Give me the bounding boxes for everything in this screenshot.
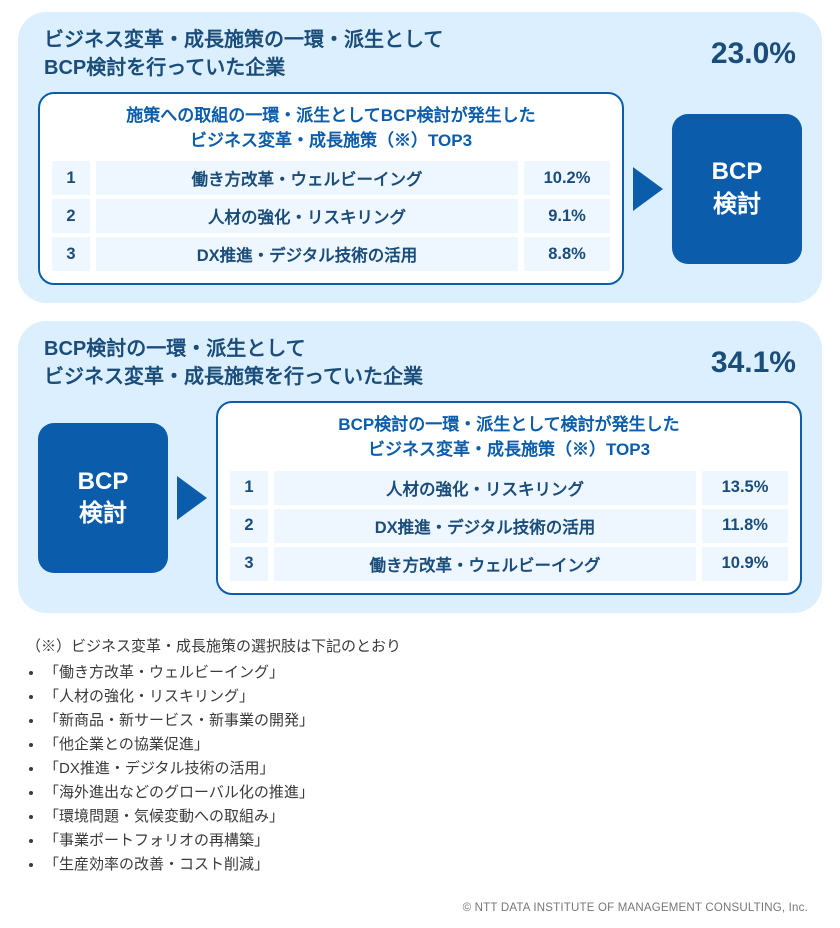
list-item: 「環境問題・気候変動への取組み」	[44, 805, 814, 829]
rank-number: 2	[230, 509, 268, 543]
panel2-caption-line1: BCP検討の一環・派生として検討が発生した	[338, 415, 679, 434]
table-row: 1 人材の強化・リスキリング 13.5%	[230, 471, 788, 505]
panel1-body: 施策への取組の一環・派生としてBCP検討が発生した ビジネス変革・成長施策（※）…	[38, 92, 802, 285]
rank-label: 働き方改革・ウェルビーイング	[274, 547, 696, 581]
arrow-right-icon	[628, 165, 668, 213]
panel-bcp-to-biz: BCP検討の一環・派生として ビジネス変革・成長施策を行っていた企業 34.1%…	[18, 321, 822, 612]
panel2-caption: BCP検討の一環・派生として検討が発生した ビジネス変革・成長施策（※）TOP3	[230, 413, 788, 462]
rank-number: 3	[230, 547, 268, 581]
rank-number: 3	[52, 237, 90, 271]
table-row: 2 DX推進・デジタル技術の活用 11.8%	[230, 509, 788, 543]
arrow-right-icon	[172, 474, 212, 522]
table-row: 3 DX推進・デジタル技術の活用 8.8%	[52, 237, 610, 271]
panel2-body: BCP 検討 BCP検討の一環・派生として検討が発生した ビジネス変革・成長施策…	[38, 401, 802, 594]
panel2-table: BCP検討の一環・派生として検討が発生した ビジネス変革・成長施策（※）TOP3…	[216, 401, 802, 594]
rank-label: 働き方改革・ウェルビーイング	[96, 161, 518, 195]
panel1-title-line1: ビジネス変革・成長施策の一環・派生として	[44, 29, 443, 51]
list-item: 「人材の強化・リスキリング」	[44, 685, 814, 709]
rank-label: 人材の強化・リスキリング	[96, 199, 518, 233]
panel1-caption: 施策への取組の一環・派生としてBCP検討が発生した ビジネス変革・成長施策（※）…	[52, 104, 610, 153]
panel1-title-line2: BCP検討を行っていた企業	[44, 57, 285, 79]
rank-label: DX推進・デジタル技術の活用	[274, 509, 696, 543]
panel1-header: ビジネス変革・成長施策の一環・派生として BCP検討を行っていた企業 23.0%	[38, 26, 802, 82]
rank-pct: 11.8%	[702, 509, 788, 543]
rank-label: DX推進・デジタル技術の活用	[96, 237, 518, 271]
bcp-line1: BCP	[712, 156, 763, 188]
table-row: 3 働き方改革・ウェルビーイング 10.9%	[230, 547, 788, 581]
list-item: 「働き方改革・ウェルビーイング」	[44, 661, 814, 685]
rank-pct: 9.1%	[524, 199, 610, 233]
list-item: 「他企業との協業促進」	[44, 733, 814, 757]
list-item: 「新商品・新サービス・新事業の開発」	[44, 709, 814, 733]
panel1-percent: 23.0%	[711, 37, 796, 71]
rank-pct: 8.8%	[524, 237, 610, 271]
footnote-block: （※）ビジネス変革・成長施策の選択肢は下記のとおり 「働き方改革・ウェルビーイン…	[18, 631, 822, 877]
panel1-title: ビジネス変革・成長施策の一環・派生として BCP検討を行っていた企業	[44, 26, 443, 82]
rank-pct: 10.9%	[702, 547, 788, 581]
panel2-percent: 34.1%	[711, 346, 796, 380]
panel2-title: BCP検討の一環・派生として ビジネス変革・成長施策を行っていた企業	[44, 335, 423, 391]
panel2-title-line1: BCP検討の一環・派生として	[44, 338, 306, 360]
rank-label: 人材の強化・リスキリング	[274, 471, 696, 505]
list-item: 「生産効率の改善・コスト削減」	[44, 853, 814, 877]
bcp-box: BCP 検討	[672, 114, 802, 264]
panel2-caption-line2: ビジネス変革・成長施策（※）TOP3	[368, 440, 650, 459]
rank-number: 1	[52, 161, 90, 195]
footnote-list: 「働き方改革・ウェルビーイング」 「人材の強化・リスキリング」 「新商品・新サー…	[26, 661, 814, 877]
rank-number: 2	[52, 199, 90, 233]
table-row: 1 働き方改革・ウェルビーイング 10.2%	[52, 161, 610, 195]
rank-number: 1	[230, 471, 268, 505]
list-item: 「DX推進・デジタル技術の活用」	[44, 757, 814, 781]
panel1-table: 施策への取組の一環・派生としてBCP検討が発生した ビジネス変革・成長施策（※）…	[38, 92, 624, 285]
bcp-box: BCP 検討	[38, 423, 168, 573]
list-item: 「海外進出などのグローバル化の推進」	[44, 781, 814, 805]
bcp-line1: BCP	[78, 466, 129, 498]
rank-pct: 13.5%	[702, 471, 788, 505]
panel2-title-line2: ビジネス変革・成長施策を行っていた企業	[44, 366, 423, 388]
footnote-lead: （※）ビジネス変革・成長施策の選択肢は下記のとおり	[26, 635, 814, 659]
panel2-header: BCP検討の一環・派生として ビジネス変革・成長施策を行っていた企業 34.1%	[38, 335, 802, 391]
panel1-caption-line2: ビジネス変革・成長施策（※）TOP3	[190, 131, 472, 150]
copyright-text: © NTT DATA INSTITUTE OF MANAGEMENT CONSU…	[463, 902, 808, 914]
panel1-caption-line1: 施策への取組の一環・派生としてBCP検討が発生した	[126, 106, 535, 125]
bcp-line2: 検討	[79, 498, 127, 530]
table-row: 2 人材の強化・リスキリング 9.1%	[52, 199, 610, 233]
rank-pct: 10.2%	[524, 161, 610, 195]
list-item: 「事業ポートフォリオの再構築」	[44, 829, 814, 853]
panel-biz-to-bcp: ビジネス変革・成長施策の一環・派生として BCP検討を行っていた企業 23.0%…	[18, 12, 822, 303]
bcp-line2: 検討	[713, 189, 761, 221]
